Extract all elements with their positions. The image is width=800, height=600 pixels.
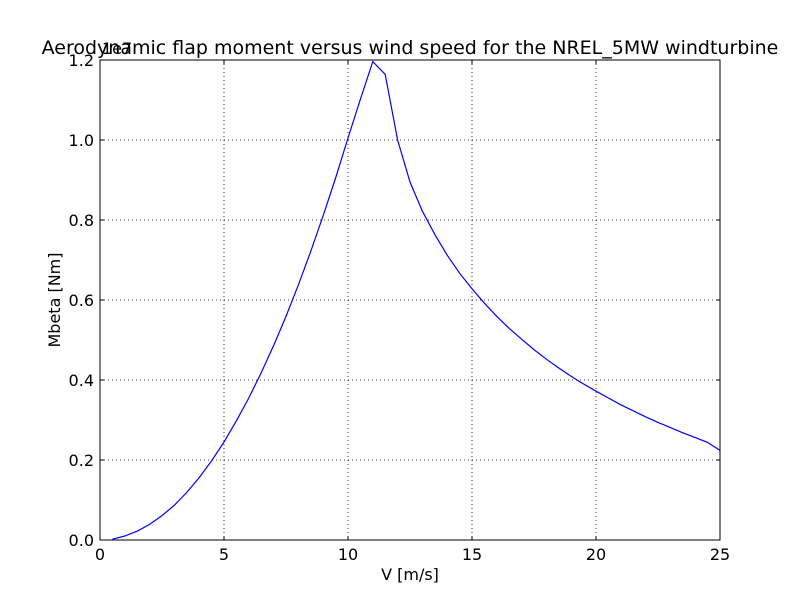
x-axis-label: V [m/s]: [381, 565, 439, 584]
y-tick-label: 0.6: [69, 291, 94, 310]
x-tick-label: 20: [586, 545, 606, 564]
y-offset-label: 1e7: [102, 39, 132, 58]
axis-ticks: 0 5 10 15 20 25 0.0 0.2 0.4 0.6 0.8 1.0 1.2: [69, 51, 731, 564]
series-line: [112, 60, 721, 540]
x-tick-label: 10: [338, 545, 358, 564]
y-axis-label: Mbeta [Nm]: [45, 252, 64, 347]
y-tick-label: 0.4: [69, 371, 94, 390]
chart-title: Aerodynamic flap moment versus wind spee…: [42, 37, 779, 59]
grid-lines: [100, 60, 720, 540]
x-tick-label: 15: [462, 545, 482, 564]
y-tick-label: 1.0: [69, 131, 94, 150]
series-layer: [112, 60, 721, 540]
x-tick-label: 5: [219, 545, 229, 564]
y-tick-label: 1.2: [69, 51, 94, 70]
y-tick-label: 0.2: [69, 451, 94, 470]
y-tick-label: 0.0: [69, 531, 94, 550]
x-tick-label: 25: [710, 545, 730, 564]
x-tick-label: 0: [95, 545, 105, 564]
y-tick-label: 0.8: [69, 211, 94, 230]
